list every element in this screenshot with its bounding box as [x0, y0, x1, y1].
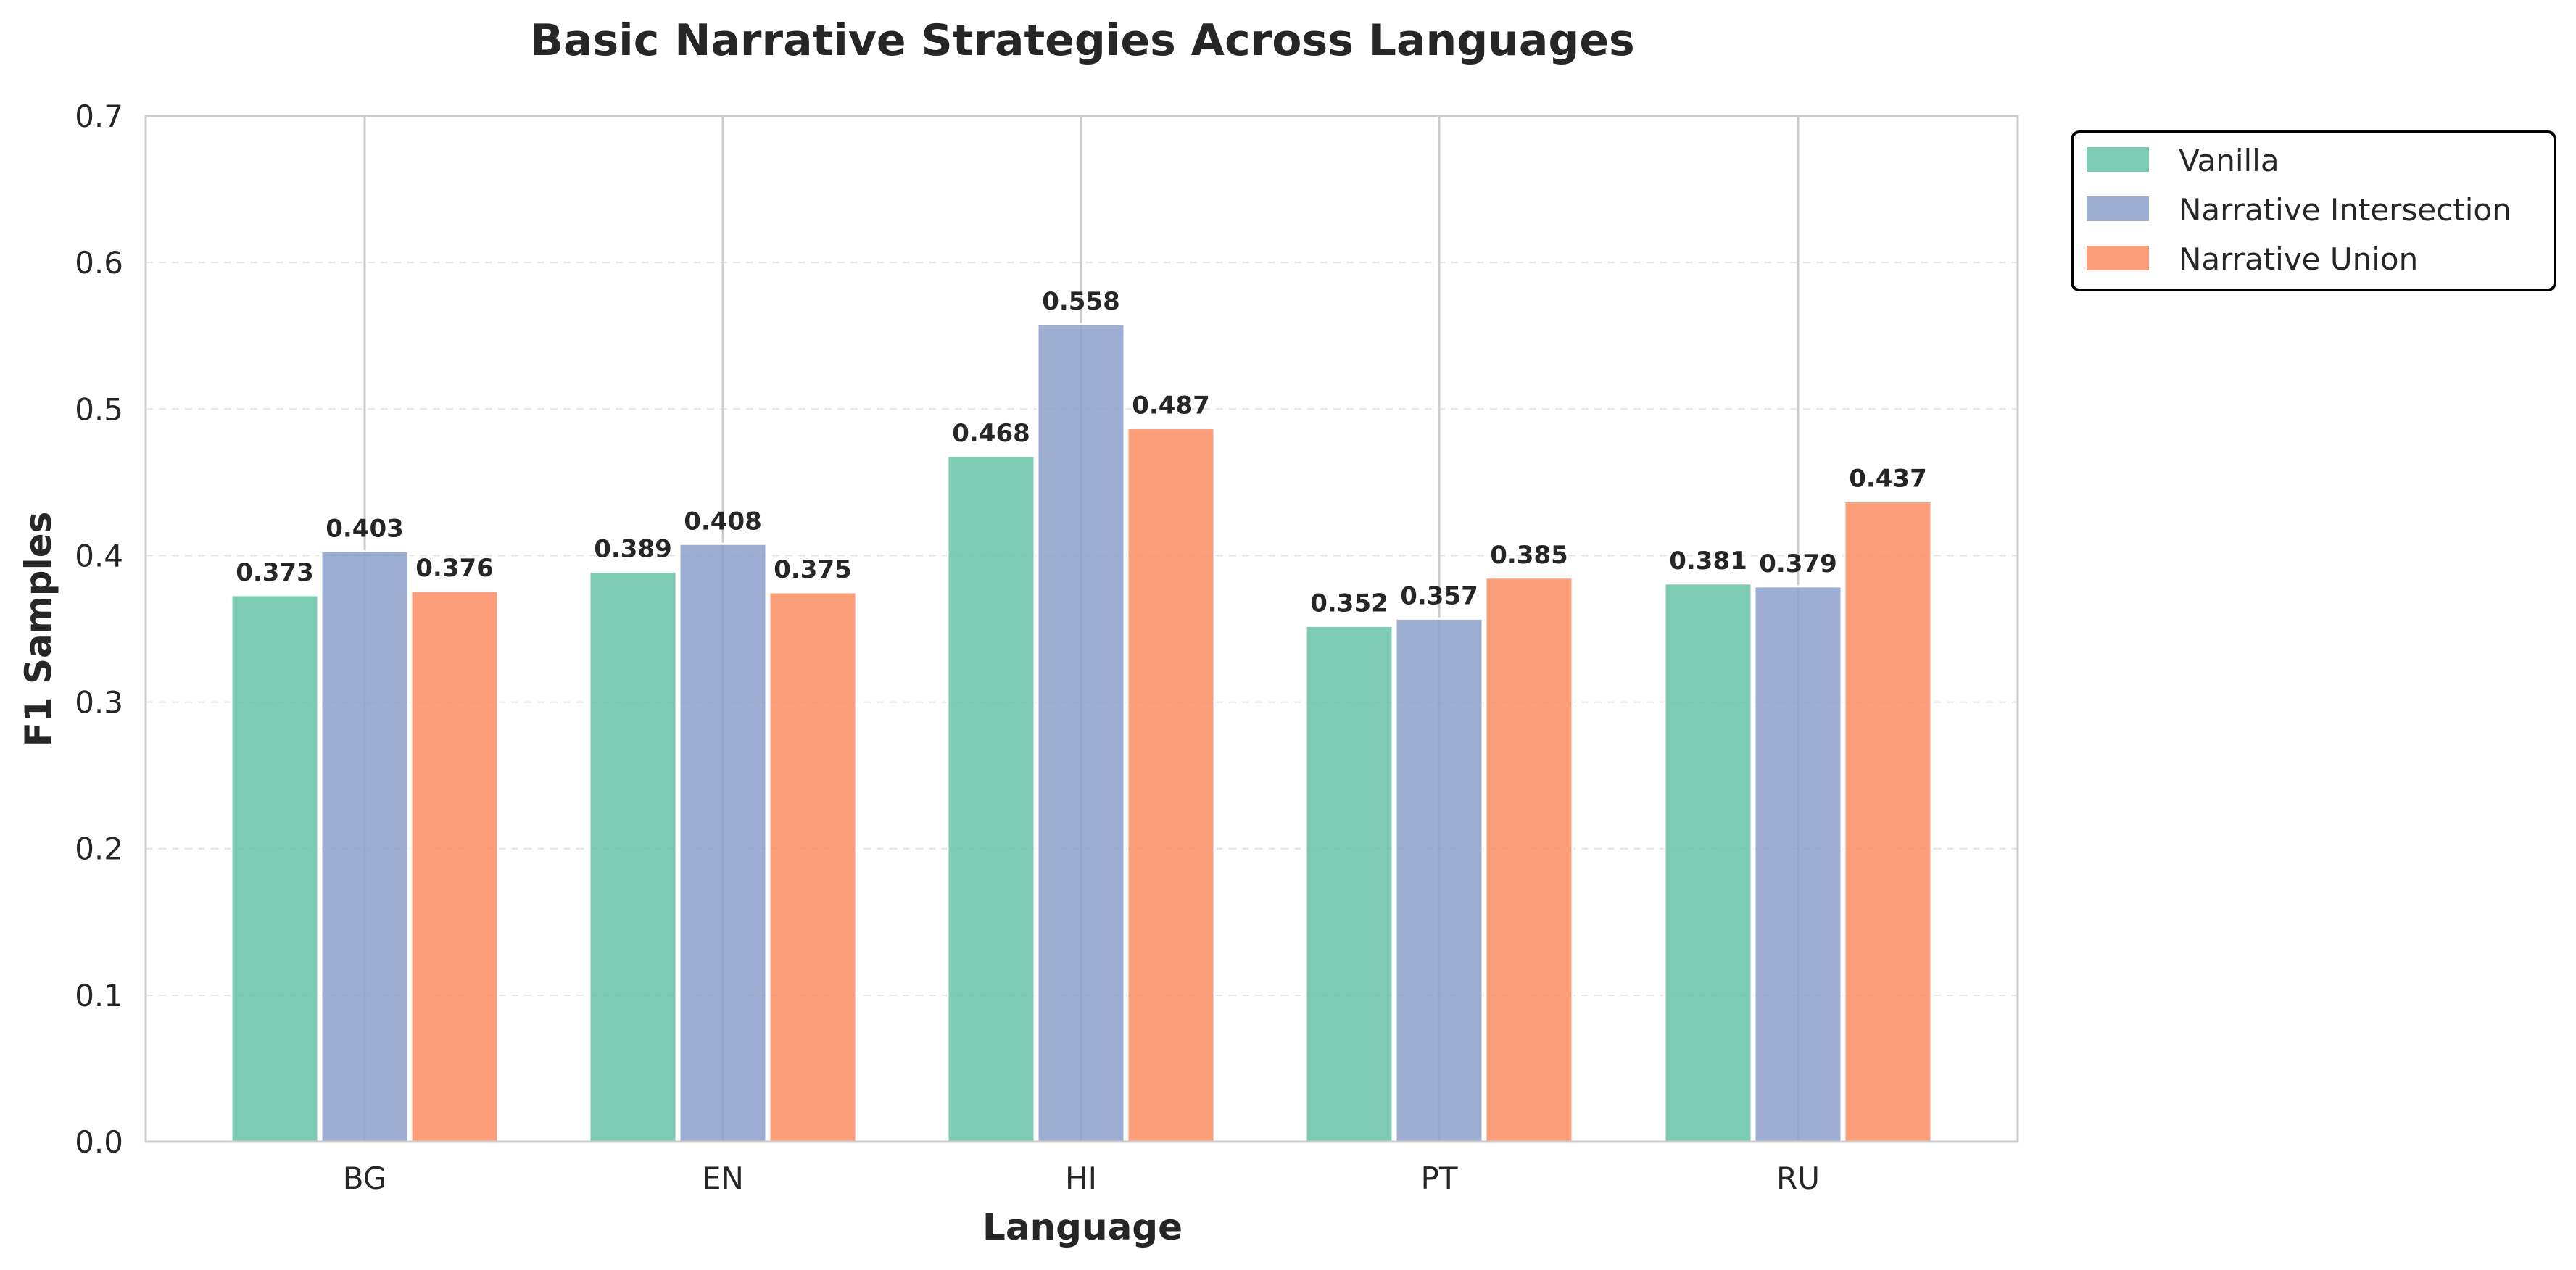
bar-value-label: 0.379: [1759, 549, 1837, 578]
bar-value-label: 0.468: [952, 419, 1030, 448]
bar-value-label: 0.437: [1849, 465, 1927, 494]
y-tick-label: 0.5: [75, 391, 123, 427]
bar-pt-series-2: [1394, 617, 1484, 1143]
x-axis-ticks: BG EN HI PT RU: [343, 1161, 1820, 1196]
legend-items: Vanilla Narrative Intersection Narrative U…: [2087, 143, 2511, 277]
x-axis-title: Language: [982, 1206, 1183, 1248]
bar-ru-series-3: [1843, 500, 1933, 1143]
bars: [230, 323, 1933, 1143]
bar-value-label: 0.408: [684, 507, 762, 536]
bar-value-label: 0.375: [774, 555, 852, 584]
bar-value-label: 0.389: [594, 535, 672, 564]
bar-hi-series-3: [1126, 427, 1216, 1143]
bar-bg-series-2: [320, 549, 410, 1143]
legend-swatch: [2087, 147, 2149, 172]
x-tick-label: BG: [343, 1161, 387, 1196]
bar-pt-series-3: [1484, 576, 1574, 1143]
bar-hi-series-2: [1036, 323, 1126, 1143]
bar-value-label: 0.403: [326, 514, 404, 543]
y-tick-label: 0.2: [75, 831, 123, 867]
bar-value-label: 0.385: [1490, 541, 1568, 570]
plot-area-frame: [144, 115, 2019, 1143]
legend-swatch: [2087, 246, 2149, 270]
legend-swatch: [2087, 196, 2149, 221]
legend-label: Vanilla: [2179, 143, 2279, 178]
legend-label: Narrative Union: [2179, 241, 2418, 277]
bar-value-label: 0.352: [1310, 589, 1388, 618]
bar-value-label: 0.357: [1400, 581, 1478, 610]
bar-ru-series-2: [1753, 585, 1843, 1143]
bar-value-label: 0.373: [236, 558, 314, 587]
x-tick-label: HI: [1065, 1161, 1097, 1196]
x-tick-label: PT: [1421, 1161, 1458, 1196]
bar-en-series-1: [588, 570, 678, 1143]
bar-value-label: 0.381: [1669, 547, 1747, 576]
legend: Vanilla Narrative Intersection Narrative U…: [2071, 130, 2556, 291]
bar-pt-series-1: [1304, 624, 1394, 1143]
bar-en-series-2: [678, 542, 768, 1143]
bar-value-label: 0.558: [1042, 287, 1120, 316]
bar-en-series-3: [768, 591, 858, 1143]
y-tick-label: 0.7: [75, 99, 123, 134]
y-tick-label: 0.0: [75, 1124, 123, 1160]
bar-ru-series-1: [1663, 582, 1753, 1143]
y-tick-label: 0.3: [75, 685, 123, 721]
x-tick-label: RU: [1776, 1161, 1820, 1196]
x-tick-label: EN: [702, 1161, 744, 1196]
bar-bg-series-3: [410, 589, 500, 1143]
y-tick-label: 0.6: [75, 245, 123, 281]
y-axis-ticks: 0.0 0.1 0.2 0.3 0.4 0.5 0.6 0.7: [75, 99, 123, 1160]
legend-frame: [2071, 130, 2556, 291]
bar-value-label: 0.376: [415, 554, 494, 583]
y-tick-label: 0.1: [75, 978, 123, 1013]
chart-title: Basic Narrative Strategies Across Langua…: [530, 15, 1635, 66]
legend-label: Narrative Intersection: [2179, 192, 2511, 228]
y-tick-label: 0.4: [75, 538, 123, 573]
bar-value-labels: 0.373 0.389 0.468 0.352 0.381 0.403 0.408 0.558…: [236, 287, 1927, 618]
bar-hi-series-1: [946, 455, 1036, 1143]
bar-value-label: 0.487: [1132, 391, 1210, 420]
bar-bg-series-1: [230, 594, 320, 1143]
y-axis-title: F1 Samples: [17, 512, 59, 747]
